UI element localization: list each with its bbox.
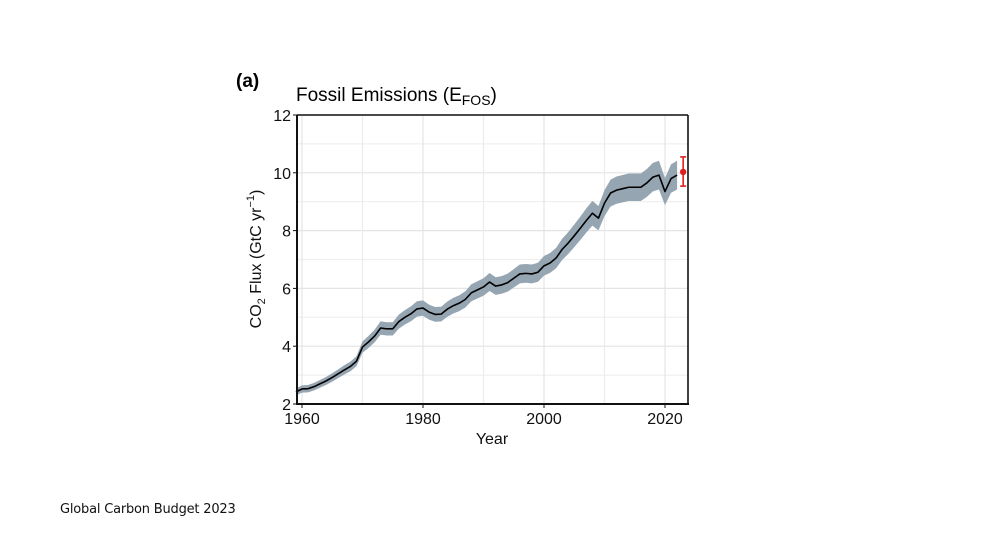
x-axis-label: Year xyxy=(476,431,509,448)
projection-point xyxy=(679,168,687,176)
tick-labels: 2 4 6 8 10 12 1960 1980 2000 2020 xyxy=(273,108,683,428)
y-axis-label-part: −1 xyxy=(245,195,257,208)
y-tick-label: 2 xyxy=(282,397,291,414)
projection-group xyxy=(679,156,687,187)
y-axis-label-part: CO xyxy=(248,304,265,328)
panel-label: (a) xyxy=(236,71,259,92)
series-line-group xyxy=(295,174,678,393)
y-tick-label: 4 xyxy=(282,339,291,356)
y-tick-label: 10 xyxy=(273,166,291,183)
uncertainty-band-group xyxy=(295,160,678,396)
y-tick-label: 12 xyxy=(273,108,291,125)
y-axis-label: CO2 Flux (GtC yr−1) xyxy=(245,190,268,329)
x-tick-label: 1960 xyxy=(284,411,320,428)
y-axis-label-part: ) xyxy=(248,190,265,195)
x-tick-label: 2000 xyxy=(526,411,562,428)
y-axis-label-part: 2 xyxy=(256,298,268,304)
axes xyxy=(293,114,689,408)
chart-title: Fossil Emissions (EFOS) xyxy=(296,85,497,108)
uncertainty-band xyxy=(295,160,678,396)
y-axis-label-part: Flux (GtC yr xyxy=(248,207,265,298)
chart-title-main: Fossil Emissions (E xyxy=(296,85,462,106)
x-tick-label: 2020 xyxy=(647,411,683,428)
footer-source: Global Carbon Budget 2023 xyxy=(60,502,236,517)
series-line xyxy=(295,174,678,393)
chart-title-suffix: ) xyxy=(491,85,497,106)
y-tick-label: 6 xyxy=(282,281,291,298)
x-tick-label: 1980 xyxy=(405,411,441,428)
chart-title-subscript: FOS xyxy=(462,92,491,108)
y-tick-label: 8 xyxy=(282,224,291,241)
